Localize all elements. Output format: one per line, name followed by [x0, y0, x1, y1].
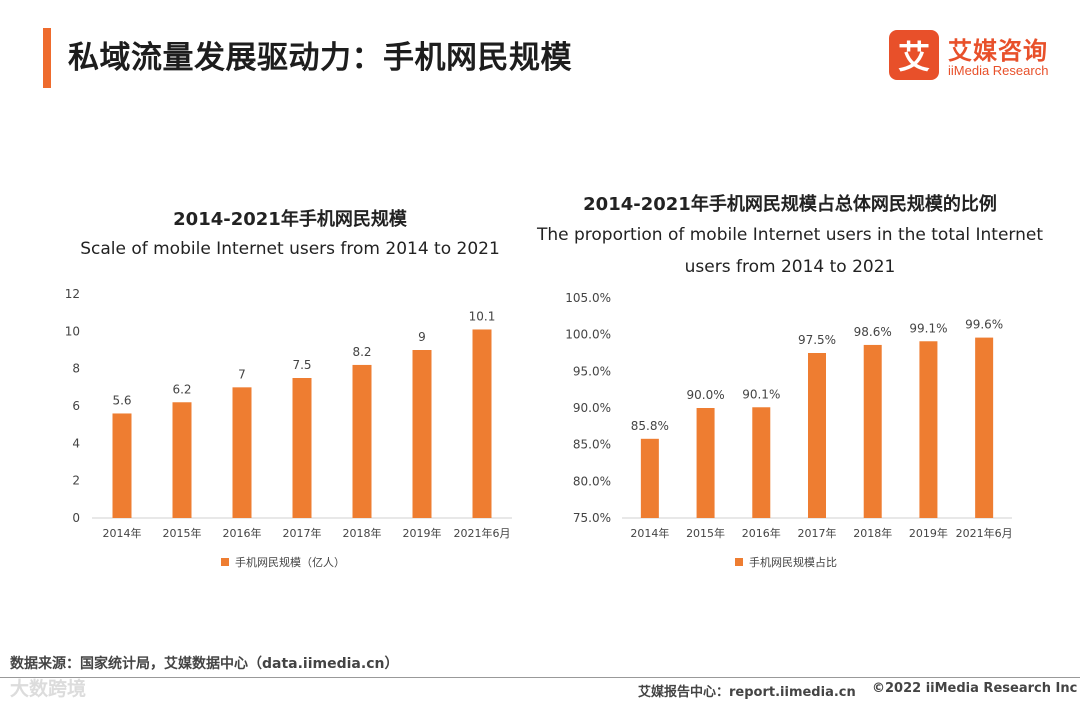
- footer-report-center: 艾媒报告中心：report.iimedia.cn: [638, 685, 856, 700]
- chart1-ytick-label: 0: [72, 511, 80, 525]
- chart1-ytick-label: 8: [72, 362, 80, 376]
- chart2-data-label: 98.6%: [854, 325, 892, 339]
- chart2-data-label: 99.6%: [965, 318, 1003, 332]
- chart1-title: 2014-2021年手机网民规模: [173, 209, 407, 230]
- chart2-legend-swatch: [735, 558, 743, 566]
- chart2-ytick-label: 85.0%: [573, 438, 611, 452]
- logo-english-name: iiMedia Research: [948, 63, 1049, 78]
- chart2-xtick-label: 2015年: [686, 526, 725, 540]
- chart2-ytick-label: 80.0%: [573, 474, 611, 488]
- chart2-ytick-label: 90.0%: [573, 401, 611, 415]
- chart1-bar: [232, 387, 252, 518]
- data-source-note: 数据来源：国家统计局，艾媒数据中心（data.iimedia.cn）: [10, 656, 399, 672]
- logo-mark-icon: 艾: [889, 30, 939, 80]
- chart1-ytick-label: 6: [72, 399, 80, 413]
- chart2-xtick-label: 2017年: [798, 526, 837, 540]
- chart1-legend-label: 手机网民规模（亿人）: [235, 555, 345, 569]
- chart1-ytick-label: 4: [72, 436, 80, 450]
- chart2-xtick-label: 2021年6月: [956, 526, 1013, 540]
- chart1-xtick-label: 2015年: [163, 526, 202, 540]
- chart2-data-label: 90.0%: [687, 388, 725, 402]
- chart1-ytick-label: 10: [65, 324, 80, 338]
- chart1-data-label: 8.2: [352, 345, 371, 359]
- chart1-bar: [412, 350, 432, 518]
- chart2-subtitle: The proportion of mobile Internet users …: [536, 225, 1044, 277]
- page-title: 私域流量发展驱动力：手机网民规模: [68, 40, 572, 76]
- chart2-bar: [863, 344, 882, 518]
- footer-divider: [0, 677, 1080, 678]
- chart1-mobile-users-bar-chart: 0 2 4 6 8 10 12 5.6 2014年 6.2 2015年 7 2016年 7.5 2017年 8…: [65, 287, 512, 569]
- watermark-text: 大数跨境: [10, 678, 87, 700]
- chart2-ytick-label: 100.0%: [565, 328, 611, 342]
- chart2-ytick-label: 105.0%: [565, 291, 611, 305]
- chart1-data-label: 5.6: [112, 393, 131, 407]
- chart1-bar: [352, 364, 372, 518]
- chart1-data-label: 6.2: [172, 382, 191, 396]
- chart1-bar: [172, 402, 192, 518]
- chart2-data-label: 97.5%: [798, 333, 836, 347]
- chart2-bar: [975, 337, 994, 518]
- logo-chinese-name: 艾媒咨询: [948, 37, 1048, 65]
- chart2-data-label: 99.1%: [909, 321, 947, 335]
- chart2-ytick-label: 95.0%: [573, 364, 611, 378]
- chart2-legend-label: 手机网民规模占比: [749, 555, 837, 569]
- chart1-ytick-label: 2: [72, 474, 80, 488]
- chart1-data-label: 7: [238, 367, 246, 381]
- chart2-bar: [919, 341, 938, 518]
- chart1-data-label: 10.1: [469, 309, 496, 323]
- chart1-xtick-label: 2021年6月: [454, 526, 511, 540]
- chart1-bar: [472, 329, 492, 518]
- chart1-subtitle: Scale of mobile Internet users from 2014…: [80, 239, 500, 259]
- chart2-xtick-label: 2016年: [742, 526, 781, 540]
- footer-copyright: ©2022 iiMedia Research Inc: [872, 681, 1078, 696]
- chart2-xtick-label: 2014年: [630, 526, 669, 540]
- chart1-data-label: 7.5: [292, 358, 311, 372]
- chart1-bar: [112, 413, 132, 518]
- chart2-title: 2014-2021年手机网民规模占总体网民规模的比例: [583, 194, 997, 215]
- chart2-data-label: 90.1%: [742, 387, 780, 401]
- chart2-xtick-label: 2019年: [909, 526, 948, 540]
- title-accent-bar: [43, 28, 51, 88]
- chart2-bar: [640, 438, 659, 518]
- chart2-data-label: 85.8%: [631, 419, 669, 433]
- chart1-xtick-label: 2014年: [103, 526, 142, 540]
- chart2-bar: [752, 407, 771, 518]
- iimedia-logo: 艾 艾媒咨询 iiMedia Research: [889, 30, 1069, 84]
- chart2-bar: [696, 408, 715, 518]
- chart1-xtick-label: 2019年: [403, 526, 442, 540]
- chart2-ytick-label: 75.0%: [573, 511, 611, 525]
- chart2-mobile-users-proportion-bar-chart: 75.0% 80.0% 85.0% 90.0% 95.0% 100.0% 105.0% 85.…: [565, 291, 1013, 569]
- chart1-xtick-label: 2016年: [223, 526, 262, 540]
- chart1-ytick-label: 12: [65, 287, 80, 301]
- chart1-legend-swatch: [221, 558, 229, 566]
- chart1-xtick-label: 2017年: [283, 526, 322, 540]
- chart1-bar: [292, 378, 312, 518]
- chart1-xtick-label: 2018年: [343, 526, 382, 540]
- chart2-xtick-label: 2018年: [853, 526, 892, 540]
- chart1-data-label: 9: [418, 330, 426, 344]
- chart2-bar: [808, 353, 826, 518]
